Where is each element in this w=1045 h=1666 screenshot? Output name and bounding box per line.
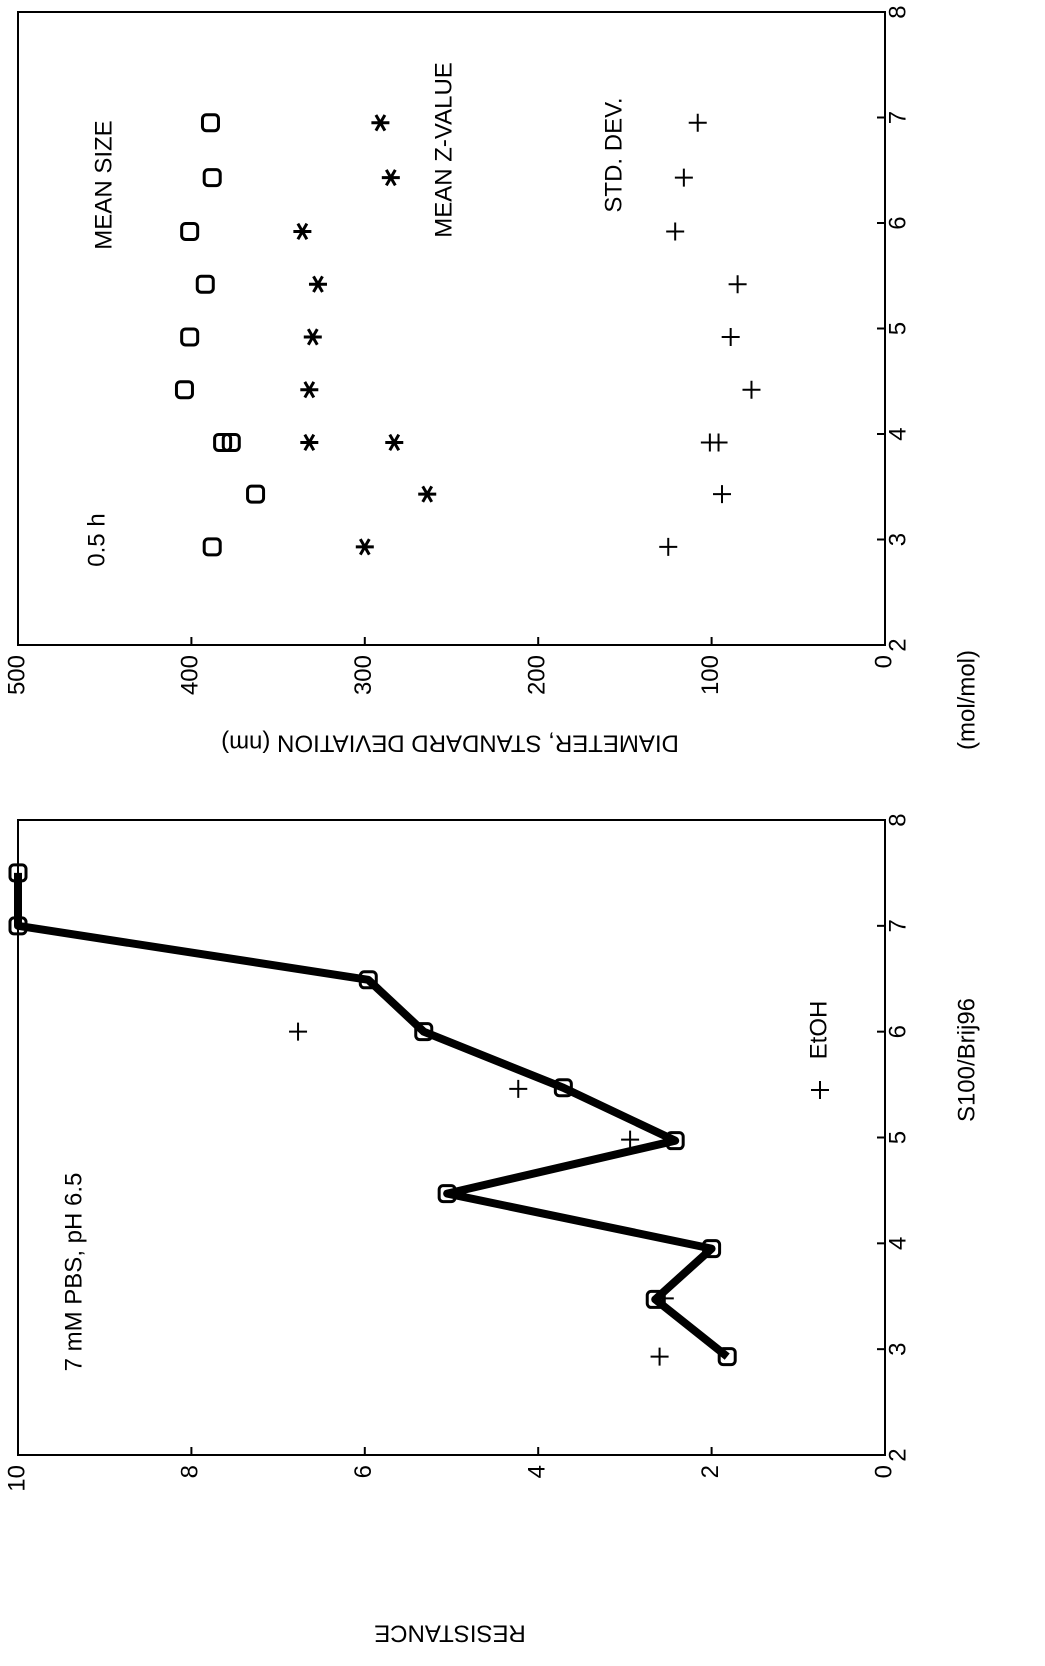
asterisk-marker <box>381 169 400 187</box>
y-tick-label: 6 <box>350 1465 377 1478</box>
plus-marker <box>650 1347 669 1366</box>
y-tick-label: 10 <box>3 1465 30 1492</box>
x-axis-label: S100/Brij96 <box>953 998 980 1122</box>
y-axis-label: DIAMETER, STANDARD DEVIATION (nm) <box>221 730 679 757</box>
plus-marker <box>509 1079 528 1098</box>
y-tick-label: 100 <box>697 655 724 695</box>
asterisk-marker <box>300 433 319 451</box>
x-tick-label: 8 <box>884 5 911 18</box>
y-tick-label: 4 <box>524 1465 551 1478</box>
plus-marker <box>655 1289 674 1308</box>
square-marker <box>180 327 200 347</box>
plus-marker <box>666 222 685 241</box>
y-axis-label: RESISTANCE <box>374 1620 526 1647</box>
square-marker <box>8 916 28 936</box>
y-tick-label: 200 <box>524 655 551 695</box>
y-tick-label: 8 <box>177 1465 204 1478</box>
x-tick-label: 2 <box>884 1448 911 1461</box>
data-line <box>14 872 730 1360</box>
square-marker <box>358 970 378 990</box>
plus-marker <box>289 1022 308 1041</box>
square-marker <box>8 863 28 883</box>
y-tick-label: 0 <box>870 655 897 668</box>
x-tick-label: 3 <box>884 533 911 546</box>
plus-marker <box>742 380 761 399</box>
x-tick-label: 5 <box>884 1131 911 1144</box>
square-marker <box>202 168 222 188</box>
y-tick-label: 0 <box>870 1465 897 1478</box>
asterisk-marker <box>303 328 322 346</box>
square-marker <box>437 1184 457 1204</box>
annotation: 0.5 h <box>83 513 110 566</box>
square-marker <box>174 380 194 400</box>
x-tick-label: 4 <box>884 1237 911 1250</box>
x-tick-label: 3 <box>884 1342 911 1355</box>
series-label: STD. DEV. <box>600 97 627 212</box>
plus-marker <box>713 485 732 504</box>
asterisk-marker <box>385 433 404 451</box>
square-marker <box>645 1289 665 1309</box>
square-marker <box>202 537 222 557</box>
series-label: MEAN SIZE <box>90 120 117 249</box>
square-marker <box>213 432 233 452</box>
y-tick-label: 500 <box>3 655 30 695</box>
series-label: MEAN Z-VALUE <box>430 62 457 238</box>
x-tick-label: 8 <box>884 813 911 826</box>
x-tick-label: 4 <box>884 427 911 440</box>
annotation: 7 mM PBS, pH 6.5 <box>60 1173 87 1372</box>
y-tick-label: 2 <box>697 1465 724 1478</box>
x-tick-label: 6 <box>884 1025 911 1038</box>
square-marker <box>702 1239 722 1259</box>
asterisk-marker <box>308 275 327 293</box>
square-marker <box>414 1022 434 1042</box>
plus-marker <box>721 327 740 346</box>
x-tick-label: 5 <box>884 322 911 335</box>
x-tick-label: 6 <box>884 216 911 229</box>
square-marker <box>717 1347 737 1367</box>
asterisk-marker <box>355 538 374 556</box>
legend-marker <box>811 1081 829 1099</box>
asterisk-marker <box>300 381 319 399</box>
x-tick-label: 7 <box>884 919 911 932</box>
square-marker <box>221 432 241 452</box>
plus-marker <box>688 113 707 132</box>
asterisk-marker <box>293 222 312 240</box>
plus-marker <box>621 1130 640 1149</box>
series-label: EtOH <box>805 1001 832 1060</box>
asterisk-marker <box>371 114 390 132</box>
plot-frame <box>17 819 886 1456</box>
plus-marker <box>709 433 728 452</box>
square-marker <box>553 1078 573 1098</box>
asterisk-marker <box>418 485 437 503</box>
plus-marker <box>659 537 678 556</box>
square-marker <box>665 1131 685 1151</box>
y-tick-label: 400 <box>177 655 204 695</box>
y-tick-label: 300 <box>350 655 377 695</box>
x-axis-label: (mol/mol) <box>953 650 980 750</box>
square-marker <box>195 274 215 294</box>
square-marker <box>180 221 200 241</box>
square-marker <box>200 113 220 133</box>
plus-marker <box>674 168 693 187</box>
square-marker <box>246 484 266 504</box>
plus-marker <box>728 275 747 294</box>
x-tick-label: 7 <box>884 111 911 124</box>
x-tick-label: 2 <box>884 638 911 651</box>
